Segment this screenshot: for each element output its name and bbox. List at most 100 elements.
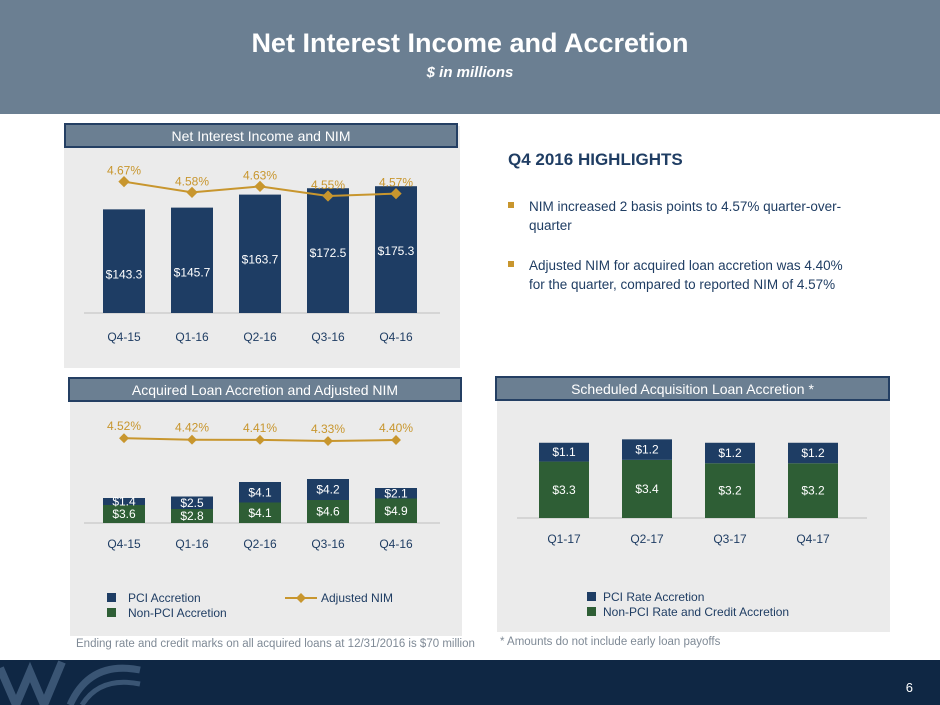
bar-label-non-pci: $4.9 bbox=[384, 504, 408, 518]
nim-label: 4.58% bbox=[175, 174, 209, 188]
legend-swatch-pci-rate bbox=[587, 592, 596, 601]
bar-label: $143.3 bbox=[106, 267, 143, 281]
bar-pci bbox=[375, 488, 417, 499]
bar-pci-rate bbox=[622, 439, 672, 460]
x-tick-label: Q4-15 bbox=[107, 537, 141, 551]
bar-label-non-pci-rate: $3.3 bbox=[552, 483, 576, 497]
bar-non-pci-rate bbox=[539, 461, 589, 518]
adjusted-nim-label: 4.33% bbox=[311, 422, 345, 436]
adjusted-nim-label: 4.41% bbox=[243, 421, 277, 435]
legend-label-nim: Adjusted NIM bbox=[321, 591, 393, 605]
bar-non-pci-rate bbox=[705, 463, 755, 518]
nii-chart-title: Net Interest Income and NIM bbox=[64, 123, 458, 148]
bar-non-pci bbox=[375, 498, 417, 523]
nii-chart: $143.3 Q4-15 $145.7 Q1-16 $163.7 Q2-16 $172.5 Q… bbox=[84, 164, 440, 344]
x-tick-label: Q4-16 bbox=[379, 330, 413, 344]
bar-label: $163.7 bbox=[242, 253, 279, 267]
header-bar: Net Interest Income and Accretion $ in m… bbox=[0, 0, 940, 114]
x-tick-label: Q1-16 bbox=[175, 330, 209, 344]
bar-non-pci bbox=[103, 505, 145, 523]
bar-pci bbox=[239, 482, 281, 503]
bullet-square-icon bbox=[508, 261, 514, 267]
bar-label-pci-rate: $1.2 bbox=[801, 446, 825, 460]
bar-label-non-pci: $3.6 bbox=[112, 507, 136, 521]
bar-label-pci: $4.2 bbox=[316, 483, 340, 497]
adjusted-nim-point bbox=[391, 435, 401, 445]
accretion-chart: $3.6$1.4 Q4-15 $2.8$2.5 Q1-16 $4.1 $4.1 Q2-16 $… bbox=[84, 419, 440, 620]
legend-marker-nim bbox=[296, 593, 306, 603]
logo-mark bbox=[0, 660, 141, 705]
highlight-bullet-2: Adjusted NIM for acquired loan accretion… bbox=[508, 256, 848, 294]
bar-pci bbox=[307, 479, 349, 500]
highlight-text-1: NIM increased 2 basis points to 4.57% qu… bbox=[529, 199, 842, 233]
page-subtitle: $ in millions bbox=[426, 64, 514, 81]
bar-pci-rate bbox=[788, 442, 838, 464]
bar-label-pci: $4.1 bbox=[248, 485, 272, 499]
bar-nii bbox=[375, 186, 417, 313]
x-tick-label: Q1-17 bbox=[547, 532, 581, 546]
adjusted-nim-label: 4.42% bbox=[175, 421, 209, 435]
nim-point bbox=[254, 180, 266, 193]
bar-label-pci-rate: $1.2 bbox=[718, 446, 742, 460]
bar-non-pci bbox=[307, 500, 349, 523]
legend-swatch-pci bbox=[107, 593, 116, 602]
nim-point bbox=[390, 187, 402, 200]
nim-label: 4.57% bbox=[379, 176, 413, 190]
bar-non-pci bbox=[171, 509, 213, 523]
bar-non-pci bbox=[239, 502, 281, 523]
bar-label-pci: $2.5 bbox=[180, 496, 204, 510]
bar-label-non-pci: $4.1 bbox=[248, 506, 272, 520]
bar-label-pci-rate: $1.1 bbox=[552, 445, 576, 459]
bar-label-pci: $1.4 bbox=[112, 495, 136, 509]
x-tick-label: Q1-16 bbox=[175, 537, 209, 551]
footnote-payoffs: * Amounts do not include early loan payo… bbox=[500, 636, 721, 648]
x-tick-label: Q4-17 bbox=[796, 532, 830, 546]
adjusted-nim-label: 4.52% bbox=[107, 419, 141, 433]
adjusted-nim-point bbox=[255, 434, 265, 445]
nim-point bbox=[118, 175, 130, 188]
bar-label-non-pci-rate: $3.2 bbox=[718, 484, 742, 498]
x-tick-label: Q2-17 bbox=[630, 532, 664, 546]
bar-label-non-pci: $2.8 bbox=[180, 509, 204, 523]
bar-label-non-pci-rate: $3.2 bbox=[801, 484, 825, 498]
scheduled-chart-title: Scheduled Acquisition Loan Accretion * bbox=[495, 376, 890, 401]
bar-nii bbox=[171, 207, 213, 313]
bar-label-pci-rate: $1.2 bbox=[635, 443, 659, 457]
adjusted-nim-point bbox=[119, 433, 129, 444]
adjusted-nim-point bbox=[187, 434, 197, 445]
bar-label-non-pci-rate: $3.4 bbox=[635, 482, 659, 496]
highlight-bullet-1: NIM increased 2 basis points to 4.57% qu… bbox=[508, 197, 848, 235]
x-tick-label: Q4-15 bbox=[107, 330, 141, 344]
bar-label-non-pci: $4.6 bbox=[316, 505, 340, 519]
nim-label: 4.63% bbox=[243, 168, 277, 182]
bar-label: $175.3 bbox=[378, 244, 415, 258]
accretion-chart-title: Acquired Loan Accretion and Adjusted NIM bbox=[68, 377, 462, 402]
bar-pci bbox=[103, 498, 145, 505]
bar-pci-rate bbox=[705, 442, 755, 464]
bar-pci bbox=[171, 496, 213, 509]
footnote-marks: Ending rate and credit marks on all acqu… bbox=[76, 638, 475, 650]
bar-nii bbox=[239, 194, 281, 313]
x-tick-label: Q3-16 bbox=[311, 330, 345, 344]
nim-point bbox=[186, 186, 198, 199]
page-number: 6 bbox=[905, 680, 913, 695]
bar-pci-rate bbox=[539, 442, 589, 462]
nim-label: 4.67% bbox=[107, 164, 141, 178]
x-tick-label: Q3-16 bbox=[311, 537, 345, 551]
bar-non-pci-rate bbox=[788, 463, 838, 518]
x-tick-label: Q3-17 bbox=[713, 532, 747, 546]
x-tick-label: Q2-16 bbox=[243, 330, 277, 344]
bar-label: $145.7 bbox=[174, 266, 211, 280]
bar-nii bbox=[307, 188, 349, 313]
legend-label-pci: PCI Accretion bbox=[128, 591, 201, 605]
adjusted-nim-point bbox=[323, 436, 333, 446]
legend-swatch-non-pci-rate bbox=[587, 607, 596, 616]
highlight-text-2: Adjusted NIM for acquired loan accretion… bbox=[529, 258, 843, 292]
x-tick-label: Q2-16 bbox=[243, 537, 277, 551]
bar-nii bbox=[103, 209, 145, 313]
page-title: Net Interest Income and Accretion bbox=[251, 28, 689, 58]
bullet-square-icon bbox=[508, 202, 514, 208]
legend-label-non-pci: Non-PCI Accretion bbox=[128, 606, 227, 620]
legend-label-pci-rate: PCI Rate Accretion bbox=[603, 590, 704, 604]
bar-label: $172.5 bbox=[310, 246, 347, 260]
